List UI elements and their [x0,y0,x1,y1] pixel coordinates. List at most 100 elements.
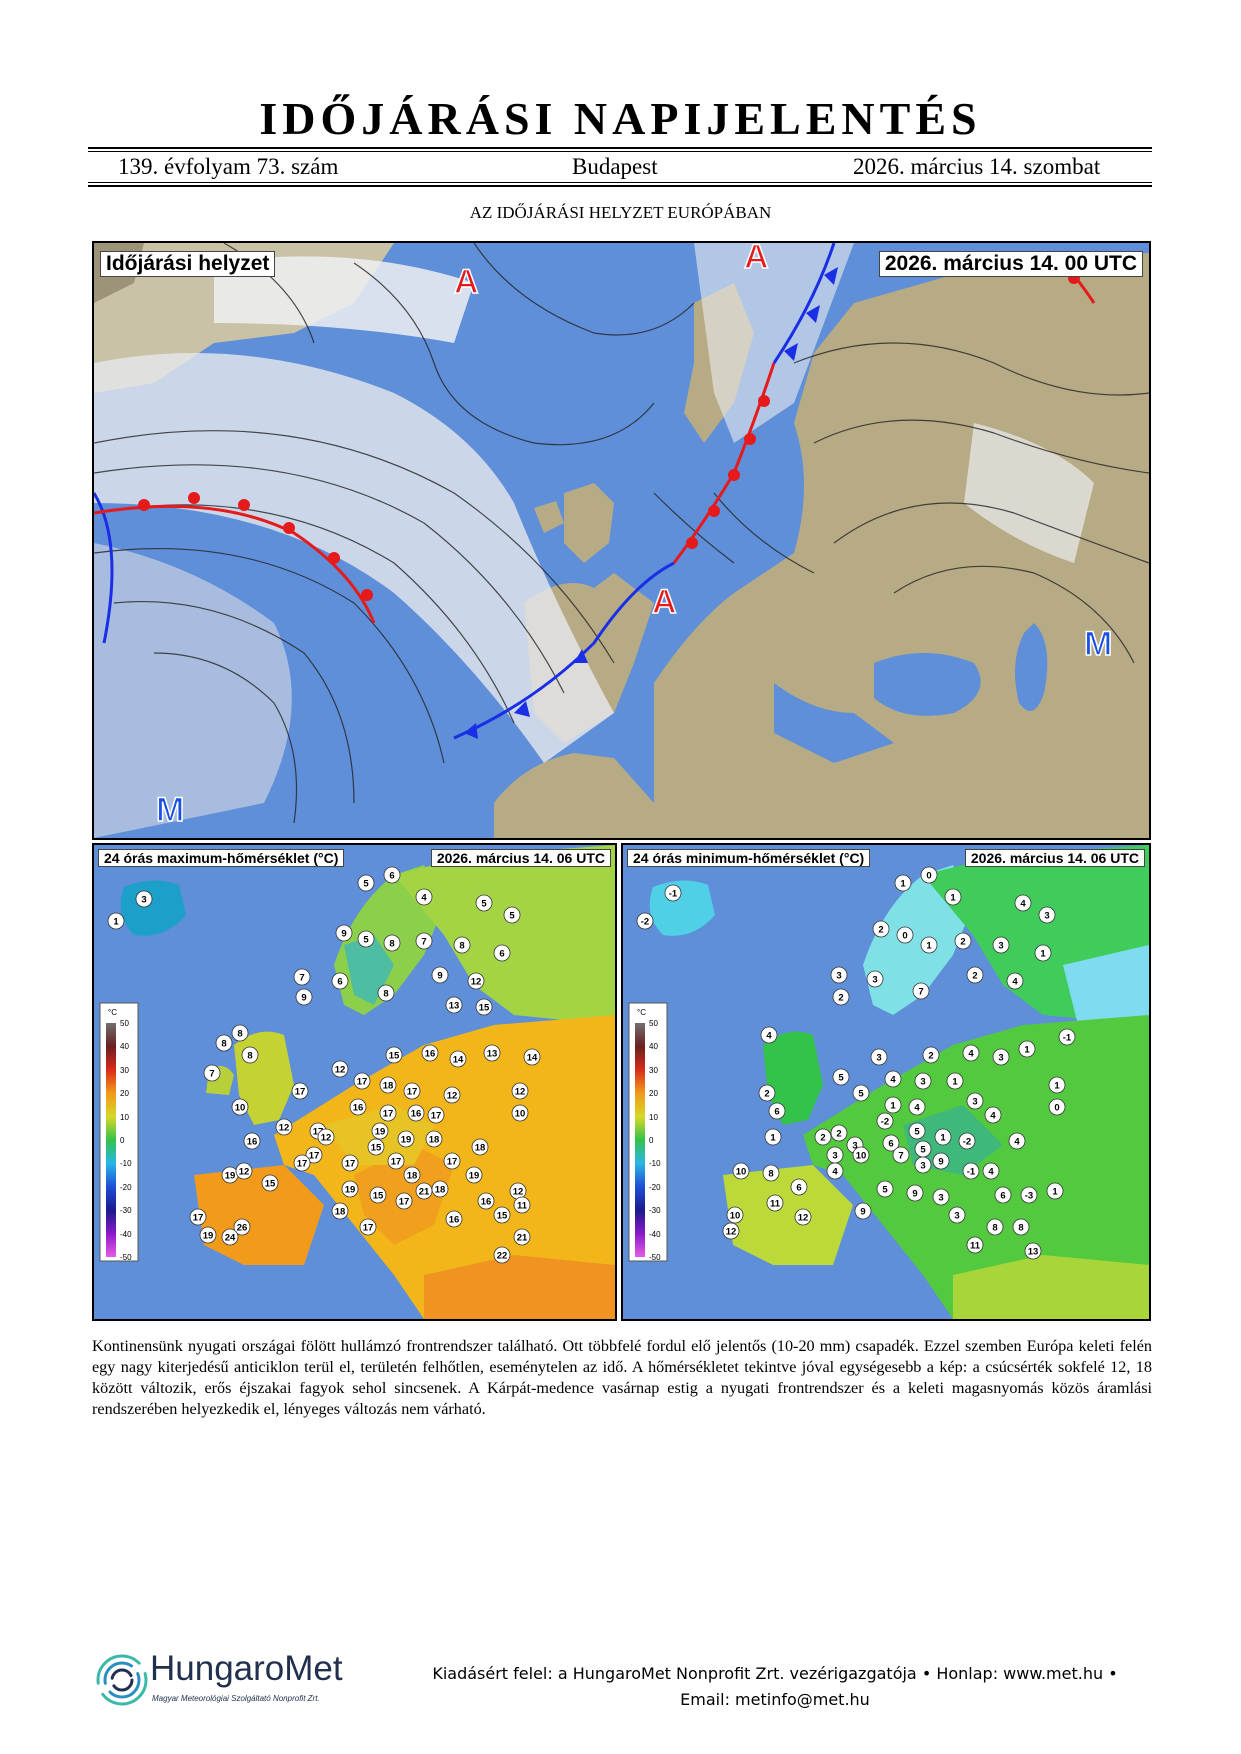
station-temperature-value: 1 [1052,1187,1058,1198]
station-temperature-value: 12 [513,1187,524,1198]
scale-tick-label: 10 [120,1112,129,1122]
station-marker [377,984,395,1002]
station-temperature-value: -1 [1063,1033,1072,1044]
station-marker [261,1174,279,1192]
header-rule-bottom-thick [88,185,1152,187]
station-temperature-value: 17 [447,1157,458,1168]
station-marker [986,1218,1004,1236]
station-temperature-value: 5 [914,1127,920,1138]
station-marker [826,1162,844,1180]
station-temperature-value: 3 [954,1211,959,1222]
station-temperature-value: 17 [399,1197,410,1208]
station-temperature-value: 2 [836,1129,841,1140]
logo-swirl-icon [96,1654,148,1706]
station-temperature-value: 12 [515,1087,526,1098]
station-marker [231,1098,249,1116]
station-marker [295,988,313,1006]
station-temperature-value: 12 [279,1123,290,1134]
station-temperature-value: 18 [475,1143,486,1154]
station-temperature-value: 12 [239,1167,250,1178]
synoptic-map-graphic: A A A M M [94,243,1149,838]
station-temperature-value: 12 [335,1065,346,1076]
scale-tick-label: -30 [649,1206,661,1216]
station-temperature-value: 2 [878,925,883,936]
station-marker [1038,906,1056,924]
station-temperature-value: 6 [499,949,504,960]
station-temperature-value: 5 [363,935,369,946]
station-temperature-value: 12 [726,1227,737,1238]
station-marker [291,1082,309,1100]
station-marker [415,1182,433,1200]
station-temperature-value: 16 [247,1137,258,1148]
station-temperature-value: 6 [774,1107,779,1118]
station-marker [453,936,471,954]
temperature-scale-unit: °C [637,1008,646,1017]
station-marker [397,1130,415,1148]
station-temperature-value: -1 [669,889,678,900]
max-temperature-map: 3 1 5 6 4 5 5 9 5 8 7 8 6 7 6 9 8 9 12 13 15 14 8 8 15 16 14 13 7 8 12… [92,843,617,1321]
station-temperature-value: 6 [1000,1191,1005,1202]
station-marker [349,1098,367,1116]
station-temperature-value: 3 [920,1077,925,1088]
scale-tick-label: 50 [120,1019,129,1028]
station-temperature-value: 10 [736,1167,747,1178]
synoptic-map-time: 2026. március 14. 00 UTC [878,251,1143,277]
station-marker [467,972,485,990]
station-temperature-value: 3 [141,895,146,906]
scale-tick-label: 20 [120,1089,129,1099]
station-marker [317,1128,335,1146]
station-marker [471,1138,489,1156]
station-marker [189,1208,207,1226]
station-marker [992,936,1010,954]
station-temperature-value: 16 [425,1049,436,1060]
station-temperature-value: 17 [357,1077,368,1088]
station-temperature-value: 16 [353,1103,364,1114]
station-marker [305,1146,323,1164]
station-marker [231,1024,249,1042]
station-temperature-value: 17 [193,1213,204,1224]
station-temperature-value: 5 [882,1185,888,1196]
station-marker [215,1034,233,1052]
station-marker [341,1180,359,1198]
station-temperature-value: 2 [764,1089,769,1100]
header-rule-bottom [88,182,1152,183]
station-temperature-value: 8 [459,941,464,952]
station-temperature-value: 19 [225,1171,236,1182]
volume-number: 139. évfolyam 73. szám [118,154,339,179]
station-temperature-value: 9 [912,1189,917,1200]
station-marker [958,1132,976,1150]
station-temperature-value: 1 [770,1133,776,1144]
station-marker [922,1046,940,1064]
station-temperature-value: 0 [926,871,931,882]
station-marker [1048,1076,1066,1094]
station-marker [962,1044,980,1062]
station-temperature-value: 4 [890,1075,896,1086]
station-marker [357,874,375,892]
station-marker [1020,1186,1038,1204]
station-marker [445,1210,463,1228]
station-temperature-value: 8 [768,1169,773,1180]
scale-tick-label: -10 [120,1159,132,1169]
station-marker [992,1048,1010,1066]
station-temperature-value: 17 [309,1151,320,1162]
station-marker [1048,1098,1066,1116]
station-marker [275,1118,293,1136]
station-marker [866,970,884,988]
station-temperature-value: 8 [992,1223,997,1234]
station-temperature-value: 17 [391,1157,402,1168]
station-temperature-value: 9 [301,993,306,1004]
station-marker [331,1060,349,1078]
station-marker [1014,894,1032,912]
scale-tick-label: -40 [649,1229,661,1239]
station-temperature-value: 4 [1012,977,1018,988]
scale-tick-label: 0 [649,1136,654,1145]
station-temperature-value: 3 [938,1193,943,1204]
station-temperature-value: 21 [517,1233,528,1244]
high-pressure-label: A [652,583,677,621]
station-temperature-value: 14 [453,1055,464,1066]
station-marker [135,890,153,908]
station-marker [962,1162,980,1180]
station-marker [944,888,962,906]
station-temperature-value: 18 [407,1171,418,1182]
station-marker [814,1128,832,1146]
